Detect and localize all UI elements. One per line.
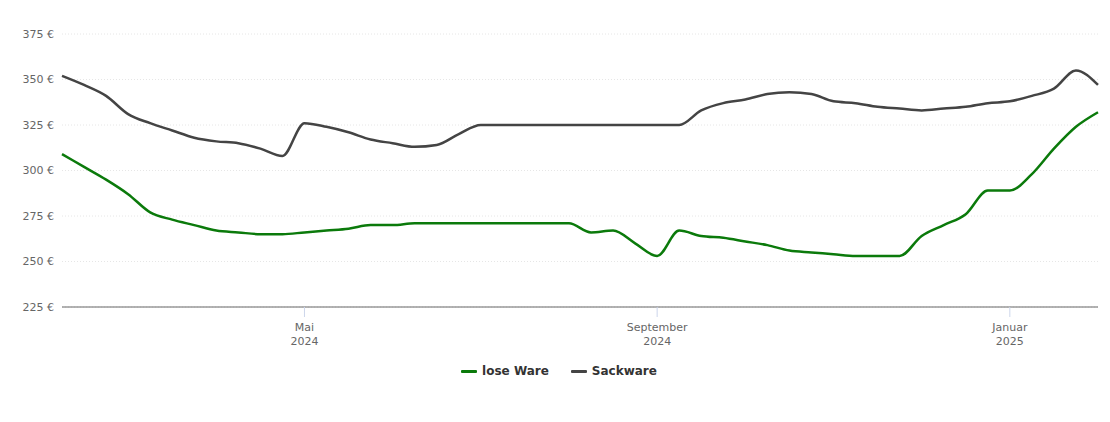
svg-text:250 €: 250 € bbox=[23, 255, 55, 268]
html-text:Sackware: Sackware bbox=[591, 364, 657, 378]
svg-text:350 €: 350 € bbox=[23, 73, 55, 86]
svg-text:September: September bbox=[627, 321, 688, 334]
svg-text:225 €: 225 € bbox=[23, 301, 55, 314]
svg-text:300 €: 300 € bbox=[23, 164, 55, 177]
html-text:lose Ware: lose Ware bbox=[482, 364, 549, 378]
svg-text:375 €: 375 € bbox=[23, 28, 55, 41]
svg-text:Januar: Januar bbox=[991, 321, 1028, 334]
svg-text:2024: 2024 bbox=[290, 335, 318, 348]
svg-text:2025: 2025 bbox=[996, 335, 1024, 348]
svg-text:2024: 2024 bbox=[643, 335, 671, 348]
svg-text:325 €: 325 € bbox=[23, 119, 55, 132]
svg-text:Mai: Mai bbox=[295, 321, 314, 334]
svg-text:275 €: 275 € bbox=[23, 210, 55, 223]
